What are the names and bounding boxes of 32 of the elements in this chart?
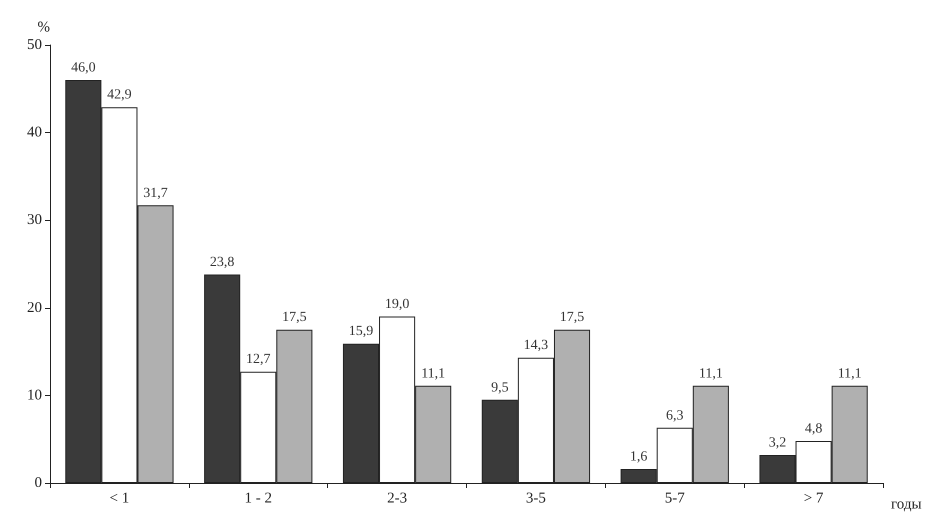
data-label: 4,8	[804, 421, 822, 436]
x-axis-title: годы	[891, 496, 922, 512]
data-label: 17,5	[560, 310, 584, 326]
x-tick-label: < 1	[110, 490, 130, 506]
data-label: 19,0	[384, 297, 410, 312]
y-tick-label: 50	[27, 37, 42, 53]
y-tick-label: 0	[34, 475, 42, 491]
x-tick-label: 3-5	[526, 490, 546, 506]
data-label: 46,0	[71, 60, 96, 76]
data-label: 42,9	[107, 88, 132, 103]
data-label: 11,1	[838, 366, 862, 382]
x-tick-label: 5-7	[664, 490, 686, 506]
data-label: 6,3	[666, 408, 684, 424]
y-tick-label: 30	[27, 212, 42, 228]
x-tick-label: 1 - 2	[244, 490, 272, 506]
data-label: 12,7	[246, 352, 270, 368]
y-tick-label: 40	[27, 124, 42, 141]
data-label: 9,5	[491, 380, 509, 396]
data-label: 15,9	[348, 324, 374, 340]
data-label: 14,3	[524, 338, 548, 354]
data-label: 11,1	[421, 366, 446, 382]
data-label: 1,6	[630, 449, 648, 464]
x-tick-label: > 7	[804, 490, 824, 506]
data-label: 11,1	[698, 366, 723, 382]
x-tick-label: 2-3	[387, 490, 408, 506]
data-label: 17,5	[282, 310, 307, 326]
data-label: 31,7	[143, 186, 168, 201]
y-axis-title: %	[38, 20, 50, 36]
data-label: 23,8	[210, 255, 234, 270]
data-label: 3,2	[768, 435, 786, 450]
y-tick-label: 20	[27, 300, 42, 316]
y-tick-label: 10	[27, 387, 42, 404]
